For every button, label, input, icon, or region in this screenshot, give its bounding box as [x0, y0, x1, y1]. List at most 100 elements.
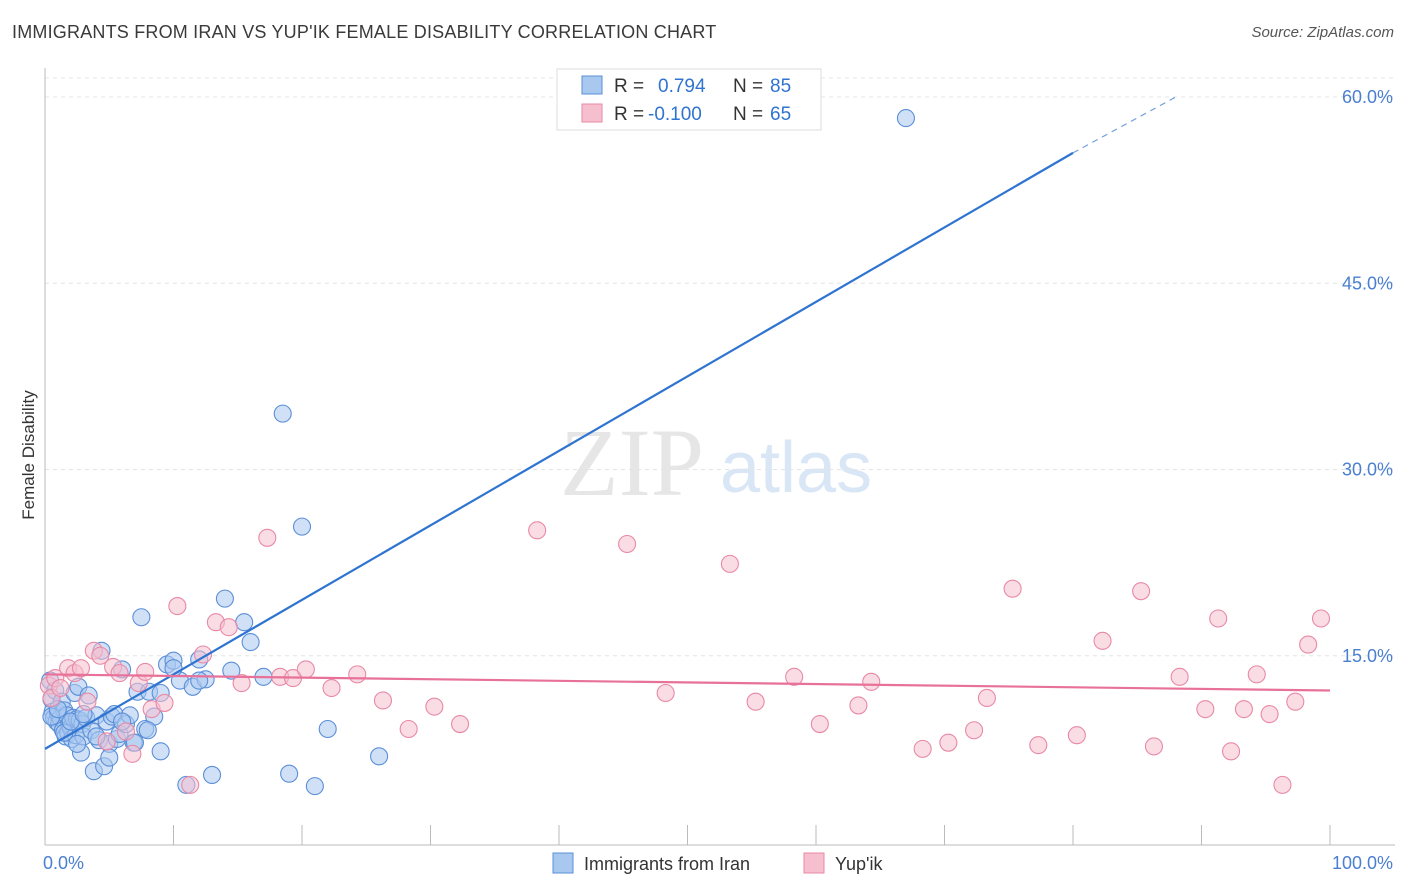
y-tick-labels: 15.0% 30.0% 45.0% 60.0% [1342, 87, 1393, 666]
bottom-legend-label-iran: Immigrants from Iran [584, 854, 750, 874]
watermark-zip: ZIP [560, 409, 704, 516]
point-iran-67 [305, 777, 324, 796]
point-iran-59 [215, 589, 234, 608]
point-yupik-47 [1067, 726, 1086, 745]
point-yupik-63 [1247, 665, 1266, 684]
grid [45, 77, 1395, 657]
points [39, 109, 1331, 796]
point-yupik-7 [78, 692, 97, 711]
series-legend: Immigrants from Iran Yup'ik [552, 852, 883, 874]
point-yupik-29 [322, 678, 341, 698]
point-yupik-53 [1260, 705, 1279, 724]
point-yupik-16 [136, 662, 155, 681]
trend-line-yupik [44, 673, 1331, 692]
point-iran-65 [280, 764, 299, 783]
point-yupik-48 [1093, 631, 1112, 650]
point-yupik-56 [1299, 635, 1318, 654]
point-yupik-45 [1003, 579, 1022, 598]
point-yupik-20 [181, 775, 200, 794]
point-yupik-40 [810, 714, 829, 734]
legend-r-value-iran: 0.794 [658, 76, 706, 97]
point-yupik-28 [296, 660, 315, 679]
point-yupik-42 [913, 739, 932, 758]
point-yupik-10 [97, 732, 116, 751]
chart-title: IMMIGRANTS FROM IRAN VS YUP'IK FEMALE DI… [12, 22, 717, 42]
legend-r-label-yupik: R = [614, 104, 644, 125]
point-yupik-37 [656, 683, 675, 703]
x-tick-label-1: 100.0% [1332, 853, 1393, 873]
point-iran-61 [235, 613, 254, 632]
bottom-legend-swatch-yupik [803, 852, 825, 874]
bottom-legend-swatch-iran [552, 852, 574, 874]
trend-lines [44, 96, 1331, 750]
y-tick-label-1: 30.0% [1342, 460, 1393, 480]
point-yupik-61 [1144, 737, 1164, 756]
point-yupik-62 [1234, 700, 1253, 719]
point-yupik-34 [451, 714, 470, 734]
point-yupik-23 [219, 618, 238, 637]
point-yupik-31 [373, 691, 393, 710]
point-yupik-9 [91, 646, 110, 665]
point-yupik-25 [258, 528, 277, 547]
point-iran-78 [100, 748, 119, 767]
point-yupik-35 [528, 521, 547, 540]
legend-swatch-iran [581, 75, 603, 95]
bottom-legend-label-yupik: Yup'ik [835, 854, 883, 874]
point-yupik-43 [939, 733, 958, 752]
legend-swatch-yupik [581, 103, 603, 123]
legend-r-value-yupik: -0.100 [648, 104, 702, 125]
x-tick-labels: 0.0% 100.0% [43, 853, 1393, 873]
point-iran-68 [318, 719, 337, 739]
trend-line-iran-extension [1072, 96, 1177, 154]
point-yupik-24 [232, 674, 251, 693]
legend-r-label-iran: R = [614, 76, 644, 97]
chart-source: Source: ZipAtlas.com [1251, 24, 1394, 41]
point-yupik-46 [1029, 736, 1048, 755]
point-yupik-14 [123, 744, 142, 763]
legend-n-value-yupik: 65 [770, 104, 791, 125]
y-tick-label-0: 15.0% [1342, 646, 1393, 666]
point-iran-84 [190, 671, 209, 690]
y-tick-label-3: 60.0% [1342, 87, 1393, 107]
point-iran-66 [292, 517, 312, 536]
point-yupik-39 [785, 667, 804, 686]
point-yupik-55 [1286, 692, 1305, 711]
point-yupik-18 [155, 693, 174, 712]
point-iran-46 [132, 608, 151, 627]
point-yupik-51 [1196, 700, 1215, 719]
point-iran-81 [138, 721, 157, 740]
axes [44, 68, 1395, 846]
point-yupik-60 [977, 688, 996, 708]
point-yupik-38 [746, 692, 765, 711]
point-yupik-49 [1132, 582, 1151, 601]
point-yupik-59 [862, 672, 881, 691]
point-yupik-54 [1273, 775, 1292, 794]
point-yupik-33 [425, 697, 444, 716]
legend-n-label-yupik: N = [733, 104, 763, 125]
legend-n-label-iran: N = [733, 76, 763, 97]
point-iran-69 [370, 747, 389, 766]
point-yupik-13 [116, 722, 136, 741]
stats-legend: R = 0.794 N = 85 R = -0.100 N = 65 [556, 68, 822, 131]
y-tick-label-2: 45.0% [1342, 273, 1393, 293]
watermark-atlas: atlas [720, 428, 872, 508]
point-yupik-41 [849, 696, 868, 715]
point-yupik-52 [1222, 742, 1241, 761]
point-yupik-30 [348, 665, 367, 684]
legend-n-value-iran: 85 [770, 76, 791, 97]
point-iran-60 [222, 661, 241, 680]
point-yupik-36 [618, 534, 637, 554]
point-iran-58 [203, 765, 222, 785]
point-yupik-32 [399, 719, 418, 739]
point-yupik-12 [110, 664, 129, 683]
x-tick-label-0: 0.0% [43, 853, 84, 873]
point-yupik-19 [168, 597, 187, 616]
point-yupik-3 [51, 678, 70, 698]
point-yupik-44 [965, 721, 984, 740]
point-yupik-57 [1311, 609, 1331, 628]
point-iran-64 [273, 404, 292, 423]
point-yupik-6 [71, 659, 91, 678]
point-yupik-50 [1170, 667, 1189, 686]
trend-line-iran [44, 151, 1074, 750]
